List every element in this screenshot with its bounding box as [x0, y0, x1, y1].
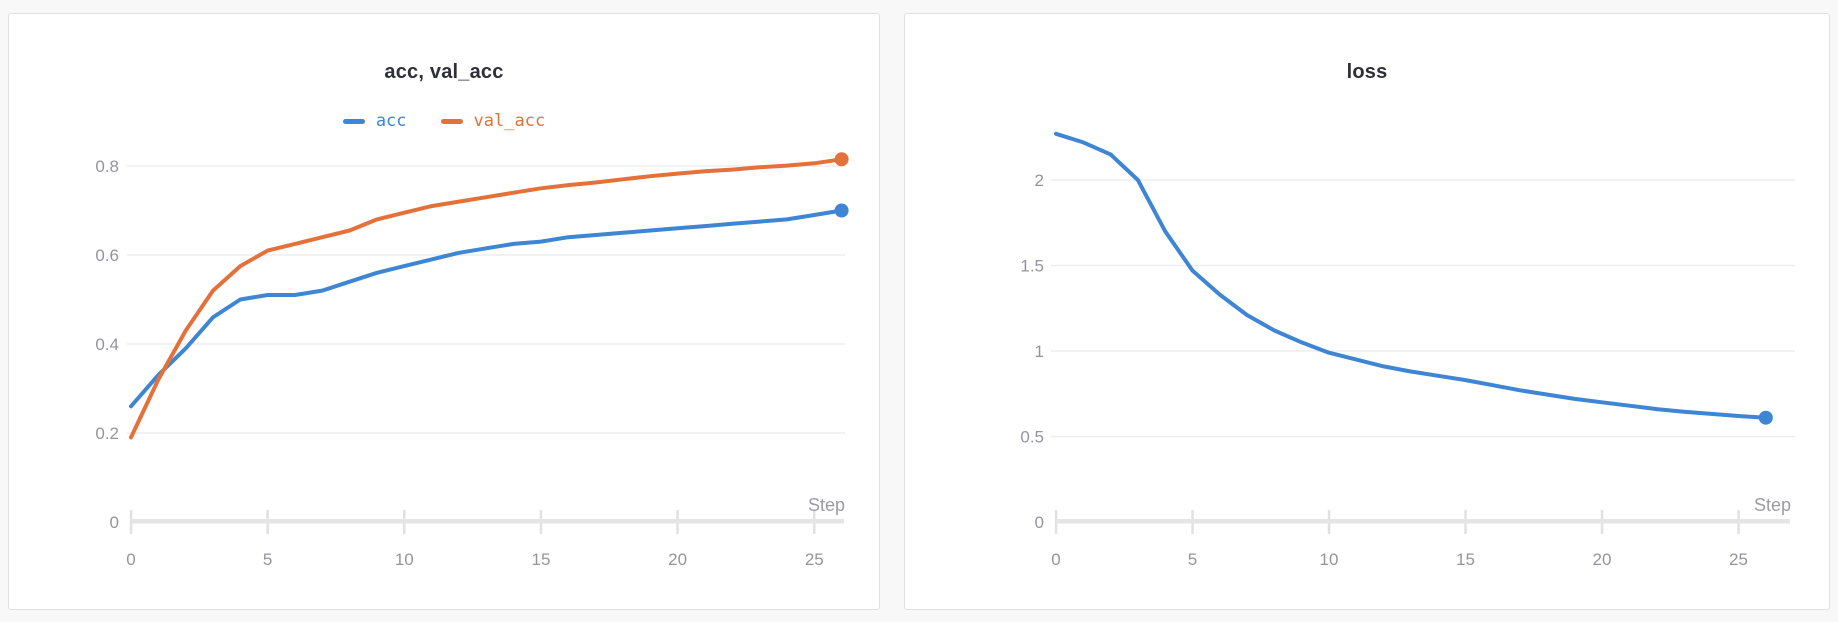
- x-tick-label: 0: [126, 550, 135, 569]
- y-tick-label: 0.8: [95, 157, 119, 176]
- y-tick-label: 1: [1035, 342, 1044, 361]
- chart-panel-loss: loss 0 0.5 1 1.5 2 0 5 10 15 20 25 Step: [904, 13, 1830, 610]
- acc-last-point-marker[interactable]: [834, 203, 849, 218]
- acc-val-acc-plot[interactable]: 0 0.2 0.4 0.6 0.8 0 5 10 15 20 25 Step: [9, 14, 879, 609]
- x-axis-title: Step: [1754, 495, 1791, 515]
- x-tick-label: 25: [805, 550, 824, 569]
- y-tick-label: 0.6: [95, 246, 119, 265]
- val_acc-last-point-marker[interactable]: [834, 152, 849, 167]
- y-tick-label: 0.2: [95, 424, 119, 443]
- x-tick-label: 25: [1729, 550, 1748, 569]
- x-tick-label: 20: [1593, 550, 1612, 569]
- x-tick-label: 5: [263, 550, 272, 569]
- chart-title-loss: loss: [1346, 61, 1388, 83]
- x-tick-label: 10: [395, 550, 414, 569]
- y-tick-label: 0: [1035, 513, 1044, 532]
- legend-swatch-val-acc-icon: [440, 118, 463, 124]
- x-axis-title: Step: [808, 495, 845, 515]
- y-tick-label: 2: [1035, 171, 1044, 190]
- x-tick-label: 15: [1456, 550, 1475, 569]
- y-tick-label: 0.5: [1020, 428, 1044, 447]
- loss-last-point-marker[interactable]: [1758, 410, 1773, 425]
- x-tick-label: 5: [1188, 550, 1197, 569]
- x-tick-label: 10: [1320, 550, 1339, 569]
- legend-label-acc: acc: [375, 110, 407, 131]
- val_acc-line[interactable]: [129, 157, 844, 440]
- chart-legend: acc val_acc: [9, 110, 879, 132]
- x-axis-line: [1056, 519, 1790, 524]
- x-tick-label: 15: [532, 550, 551, 569]
- legend-label-val-acc: val_acc: [473, 110, 546, 131]
- x-tick-label: 20: [668, 550, 687, 569]
- y-tick-label: 0: [110, 513, 119, 532]
- y-tick-label: 1.5: [1020, 257, 1044, 276]
- acc-line[interactable]: [129, 208, 844, 409]
- y-tick-label: 0.4: [95, 335, 119, 354]
- x-axis-line: [131, 519, 844, 524]
- chart-panel-acc: acc, val_acc acc val_acc 0 0.2 0.4 0.6 0.8 0 5…: [8, 13, 880, 610]
- legend-swatch-acc-icon: [342, 118, 365, 124]
- chart-title-acc: acc, val_acc: [384, 61, 504, 83]
- legend-item-val-acc[interactable]: val_acc: [440, 110, 546, 131]
- x-tick-label: 0: [1051, 550, 1060, 569]
- loss-line[interactable]: [1054, 131, 1768, 420]
- legend-item-acc[interactable]: acc: [342, 110, 407, 131]
